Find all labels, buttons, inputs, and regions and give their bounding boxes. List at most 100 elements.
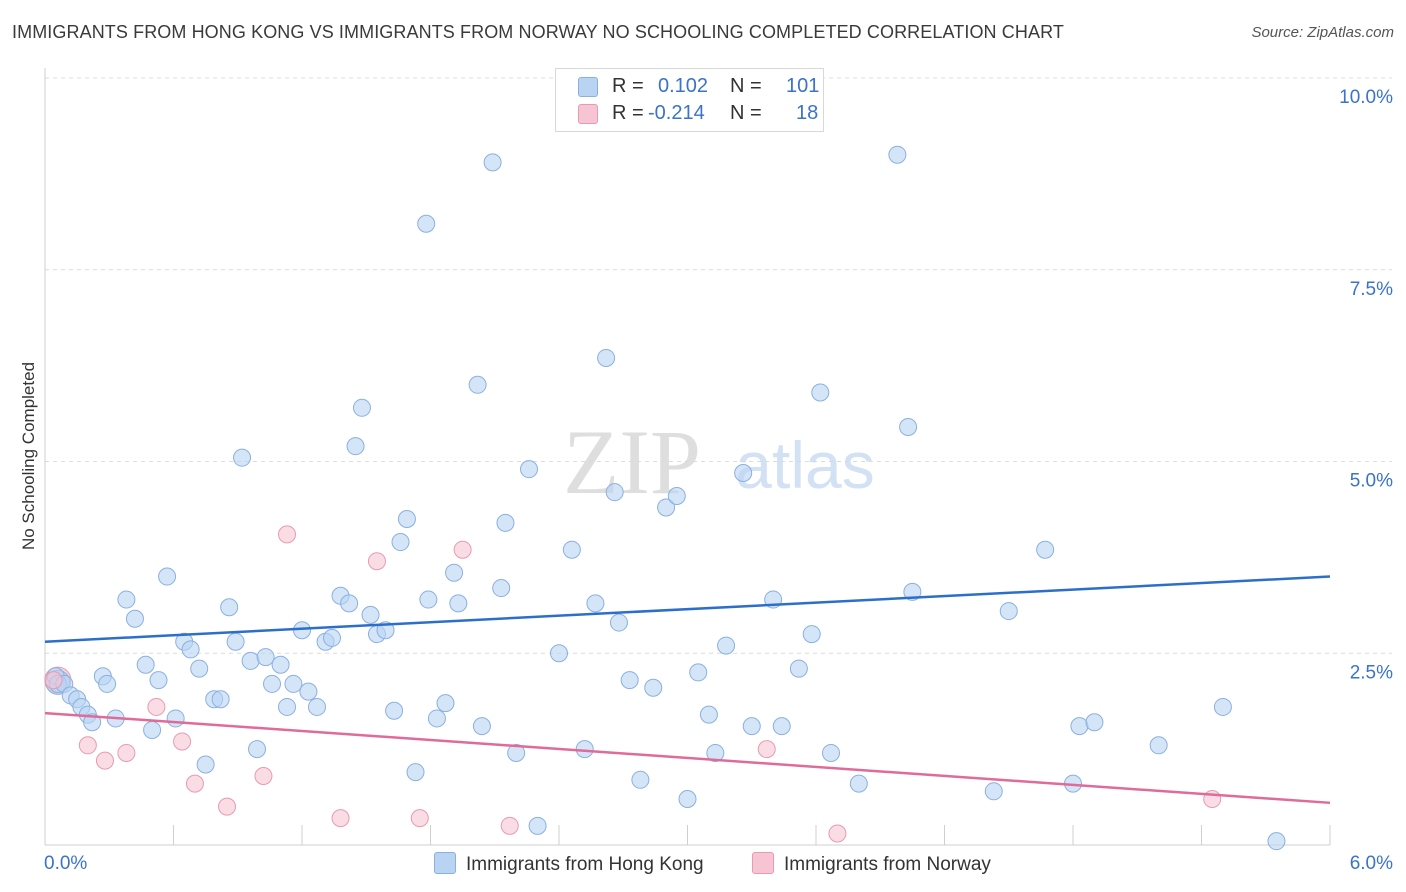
- hong-kong-point: [419, 590, 438, 609]
- hong-kong-point: [802, 625, 821, 644]
- hong-kong-point: [149, 671, 168, 690]
- norway-point: [254, 766, 273, 785]
- hong-kong-point: [1267, 832, 1286, 851]
- hong-kong-point: [734, 464, 753, 483]
- norway-point: [410, 809, 429, 828]
- data-points: [44, 145, 1286, 851]
- hong-kong-point: [984, 782, 1003, 801]
- hong-kong-point: [520, 460, 539, 479]
- hong-kong-trend-line: [44, 575, 1331, 643]
- hong-kong-point: [445, 563, 464, 582]
- hong-kong-swatch: [578, 77, 598, 97]
- norway-point: [117, 743, 136, 762]
- norway-point: [185, 774, 204, 793]
- hong-kong-point: [136, 655, 155, 674]
- hong-kong-point: [496, 513, 515, 532]
- hong-kong-point: [117, 590, 136, 609]
- hong-kong-swatch: [434, 852, 456, 874]
- hong-kong-point: [605, 483, 624, 502]
- hong-kong-point: [631, 770, 650, 789]
- hong-kong-point: [406, 763, 425, 782]
- hong-kong-point: [811, 383, 830, 402]
- hong-kong-point: [340, 594, 359, 613]
- hong-kong-point: [241, 651, 260, 670]
- hong-kong-point: [352, 398, 371, 417]
- legend-hong-kong-label: Immigrants from Hong Kong: [466, 854, 704, 875]
- legend-item-norway: Immigrants from Norway: [752, 852, 991, 876]
- hong-kong-point: [143, 720, 162, 739]
- grid-lines: [45, 77, 1392, 654]
- hong-kong-point: [417, 214, 436, 233]
- norway-swatch: [752, 852, 774, 874]
- hong-kong-point: [158, 567, 177, 586]
- hong-kong-point: [689, 663, 708, 682]
- x-tick-label: 0.0%: [44, 853, 87, 874]
- hong-kong-point: [233, 448, 252, 467]
- hong-kong-point: [742, 717, 761, 736]
- hong-kong-point: [256, 648, 275, 667]
- legend-norway-label: Immigrants from Norway: [784, 854, 991, 875]
- hong-kong-point: [307, 697, 326, 716]
- hong-kong-point: [263, 674, 282, 693]
- norway-point: [453, 540, 472, 559]
- norway-point: [331, 809, 350, 828]
- hong-kong-point: [492, 579, 511, 598]
- hong-kong-point: [999, 602, 1018, 621]
- norway-trend-line: [44, 711, 1331, 805]
- x-tick-label: 6.0%: [1350, 853, 1393, 874]
- y-tick-label: 7.5%: [1350, 279, 1393, 300]
- hong-kong-point: [449, 594, 468, 613]
- norway-point: [44, 671, 63, 690]
- hong-kong-point: [620, 671, 639, 690]
- hong-kong-point: [1213, 697, 1232, 716]
- hong-kong-point: [299, 682, 318, 701]
- hong-kong-point: [597, 348, 616, 367]
- hong-kong-point: [772, 717, 791, 736]
- hong-kong-point: [586, 594, 605, 613]
- hong-kong-point: [849, 774, 868, 793]
- trend-lines: [44, 575, 1331, 805]
- hong-kong-point: [196, 755, 215, 774]
- hong-kong-point: [609, 613, 628, 632]
- hong-kong-point: [717, 636, 736, 655]
- hong-kong-point: [190, 659, 209, 678]
- legend-n-label: N =: [730, 102, 762, 124]
- source-credit: Source: ZipAtlas.com: [1251, 24, 1394, 41]
- legend-item-hong-kong: Immigrants from Hong Kong: [434, 852, 704, 876]
- hong-kong-point: [1036, 540, 1055, 559]
- hong-kong-point: [125, 609, 144, 628]
- y-tick-label: 5.0%: [1350, 471, 1393, 492]
- hong-kong-point: [385, 701, 404, 720]
- watermark-atlas: atlas: [735, 428, 874, 502]
- hong-kong-point: [284, 674, 303, 693]
- hong-kong-point: [1149, 736, 1168, 755]
- hong-kong-point: [789, 659, 808, 678]
- norway-point: [500, 816, 519, 835]
- legend-n-label: N =: [730, 75, 762, 97]
- chart-title: IMMIGRANTS FROM HONG KONG VS IMMIGRANTS …: [12, 22, 1064, 42]
- hong-kong-point: [483, 153, 502, 172]
- hong-kong-point: [899, 417, 918, 436]
- norway-point: [828, 824, 847, 843]
- hong-kong-point: [220, 598, 239, 617]
- hong-kong-point: [1085, 713, 1104, 732]
- hong-kong-point: [657, 498, 676, 517]
- hong-kong-point: [427, 709, 446, 728]
- legend-r-value: 0.102: [658, 75, 709, 97]
- hong-kong-point: [1070, 717, 1089, 736]
- hong-kong-point: [211, 690, 230, 709]
- hong-kong-point: [699, 705, 718, 724]
- hong-kong-point: [248, 740, 267, 759]
- legend-n-value: 18: [796, 102, 819, 124]
- hong-kong-point: [98, 674, 117, 693]
- hong-kong-point: [361, 605, 380, 624]
- hong-kong-point: [472, 717, 491, 736]
- hong-kong-point: [376, 621, 395, 640]
- tick-labels: 2.5% 5.0% 7.5% 10.0% 0.0% 6.0%: [44, 87, 1393, 874]
- norway-point: [147, 697, 166, 716]
- y-tick-label: 2.5%: [1350, 662, 1393, 683]
- hong-kong-point: [436, 694, 455, 713]
- hong-kong-point: [166, 709, 185, 728]
- hong-kong-point: [83, 713, 102, 732]
